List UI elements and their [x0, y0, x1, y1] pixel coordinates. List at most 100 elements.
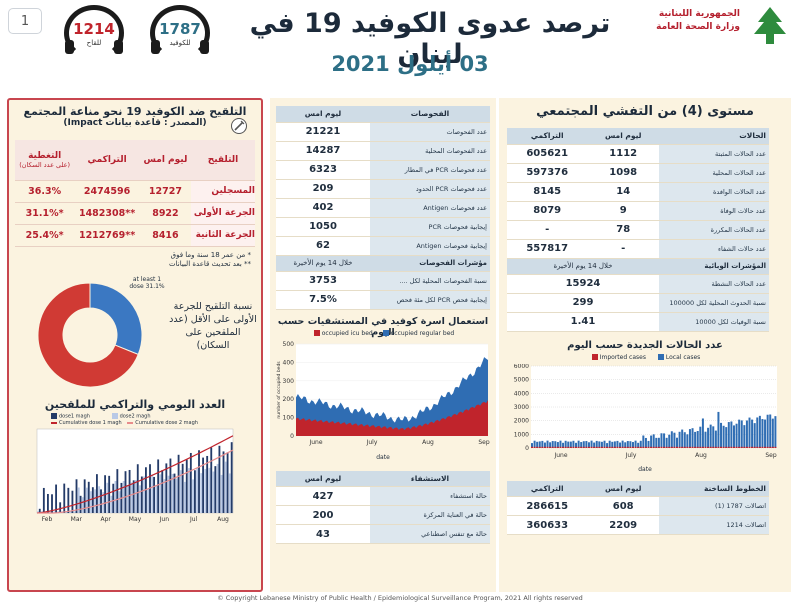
case-bar [743, 424, 746, 448]
imported-bar [531, 446, 533, 448]
imported-bar [551, 446, 554, 448]
col-header: التغطية (على عدد السكان) [15, 140, 75, 181]
imported-bar [624, 446, 627, 448]
imported-bar [608, 446, 611, 448]
legend-swatch [127, 421, 134, 424]
imported-bar [549, 446, 552, 448]
cases-chart-legend: Imported cases Local cases [499, 354, 791, 364]
imported-bar [613, 446, 616, 448]
table-row: عدد الحالات المكررة 78- [507, 220, 769, 240]
table-row: إيجابية فحوصات Antigen 62 [276, 236, 490, 256]
col-header: الاستشفاء [370, 470, 490, 487]
case-bar [554, 440, 557, 448]
y-tick-label: 3000 [514, 404, 529, 411]
table-row: الجرعة الثانية 8416 **1212769 *25.4% [15, 224, 255, 247]
case-bar [709, 424, 712, 448]
case-bar [606, 442, 609, 448]
dose2-bar [147, 488, 150, 513]
dose1-bar [173, 473, 176, 513]
dose2-bar [192, 479, 195, 513]
x-tick-label: Sep [478, 439, 490, 446]
y-tick-label: 400 [283, 359, 295, 366]
dose1-bar [63, 483, 66, 513]
imported-bar [536, 446, 539, 448]
y-tick-label: 6000 [514, 364, 529, 370]
case-bar [634, 440, 637, 448]
case-bar [727, 421, 730, 448]
donut-slice [89, 281, 143, 355]
imported-bar [580, 446, 583, 448]
imported-bar [701, 446, 704, 448]
table-row: اتصالات 1787 (1) 608 286615 [507, 496, 769, 516]
table-row: عدد فحوصات PCR في المطار 6323 [276, 160, 490, 180]
dose2-bar [77, 487, 80, 513]
case-bar [593, 442, 596, 448]
dose1-bar [75, 479, 78, 513]
dose1-bar [153, 476, 156, 513]
col-header: الفحوصات [370, 106, 490, 123]
y-axis-label: number of occupied beds [276, 360, 282, 418]
case-bar [655, 437, 658, 448]
col-header: التراكمي [507, 480, 588, 497]
dose2-bar [163, 479, 166, 513]
table-section-header: مؤشرات الفحوصات خلال 14 يوم الأخيرة [276, 255, 490, 272]
regular-bed-area [296, 356, 488, 436]
dose1-bar [51, 494, 53, 513]
dose1-bar [83, 479, 86, 513]
case-bar [577, 440, 580, 448]
dose2-bar [151, 474, 154, 513]
legend-swatch [111, 412, 118, 419]
hotline-table: الخطوط الساخنة ليوم امس التراكمي اتصالات… [507, 480, 769, 535]
case-bar [619, 442, 622, 448]
case-bar [533, 440, 536, 448]
dose1-bar [230, 442, 233, 513]
case-bar [595, 440, 598, 448]
case-bar [564, 440, 567, 448]
case-bar [740, 419, 743, 448]
dose1-bar [222, 451, 225, 513]
imported-bar [593, 446, 596, 448]
imported-bar [533, 446, 536, 448]
imported-bar [665, 446, 668, 448]
imported-bar [538, 446, 541, 448]
legend-label: Imported cases [599, 353, 646, 361]
case-bar [541, 440, 544, 448]
imported-bar [691, 446, 694, 448]
case-bar [598, 440, 601, 448]
case-bar [546, 440, 549, 448]
y-tick-label: 5000 [514, 376, 529, 383]
imported-bar [709, 446, 712, 448]
imported-bar [699, 446, 702, 448]
donut-caption: نسبة التلقيح للجرعة الأولى على الأقل (عد… [169, 300, 257, 351]
cedar-logo-icon [754, 7, 786, 44]
table-row: عدد حالات الوفاة 9 8079 [507, 201, 769, 221]
donut-slice [37, 281, 139, 387]
legend-swatch [591, 354, 598, 360]
dose2-bar [179, 470, 182, 513]
dose1-bar [218, 445, 221, 513]
case-bar [725, 426, 728, 448]
imported-bar [639, 446, 642, 448]
case-bar [569, 441, 572, 448]
dose2-bar [216, 463, 219, 513]
imported-bar [569, 446, 572, 448]
dose1-bar [116, 469, 119, 513]
imported-bar [626, 446, 629, 448]
case-bar [758, 415, 761, 448]
imported-bar [766, 446, 769, 448]
case-bar [735, 423, 738, 448]
case-bar [660, 432, 663, 448]
y-tick-label: 200 [283, 396, 295, 403]
dose1-bar [189, 452, 192, 513]
case-bar [748, 417, 751, 448]
y-tick-label: 0 [525, 445, 529, 452]
imported-bar [598, 446, 601, 448]
dose1-bar [157, 459, 160, 513]
imported-bar [743, 446, 746, 448]
syringe-icon [231, 118, 247, 134]
legend-swatch [382, 330, 389, 336]
dose2-bar [204, 468, 207, 513]
imported-bar [642, 446, 645, 448]
dose2-bar [196, 467, 199, 513]
table-row: عدد الفحوصات 21221 [276, 122, 490, 142]
